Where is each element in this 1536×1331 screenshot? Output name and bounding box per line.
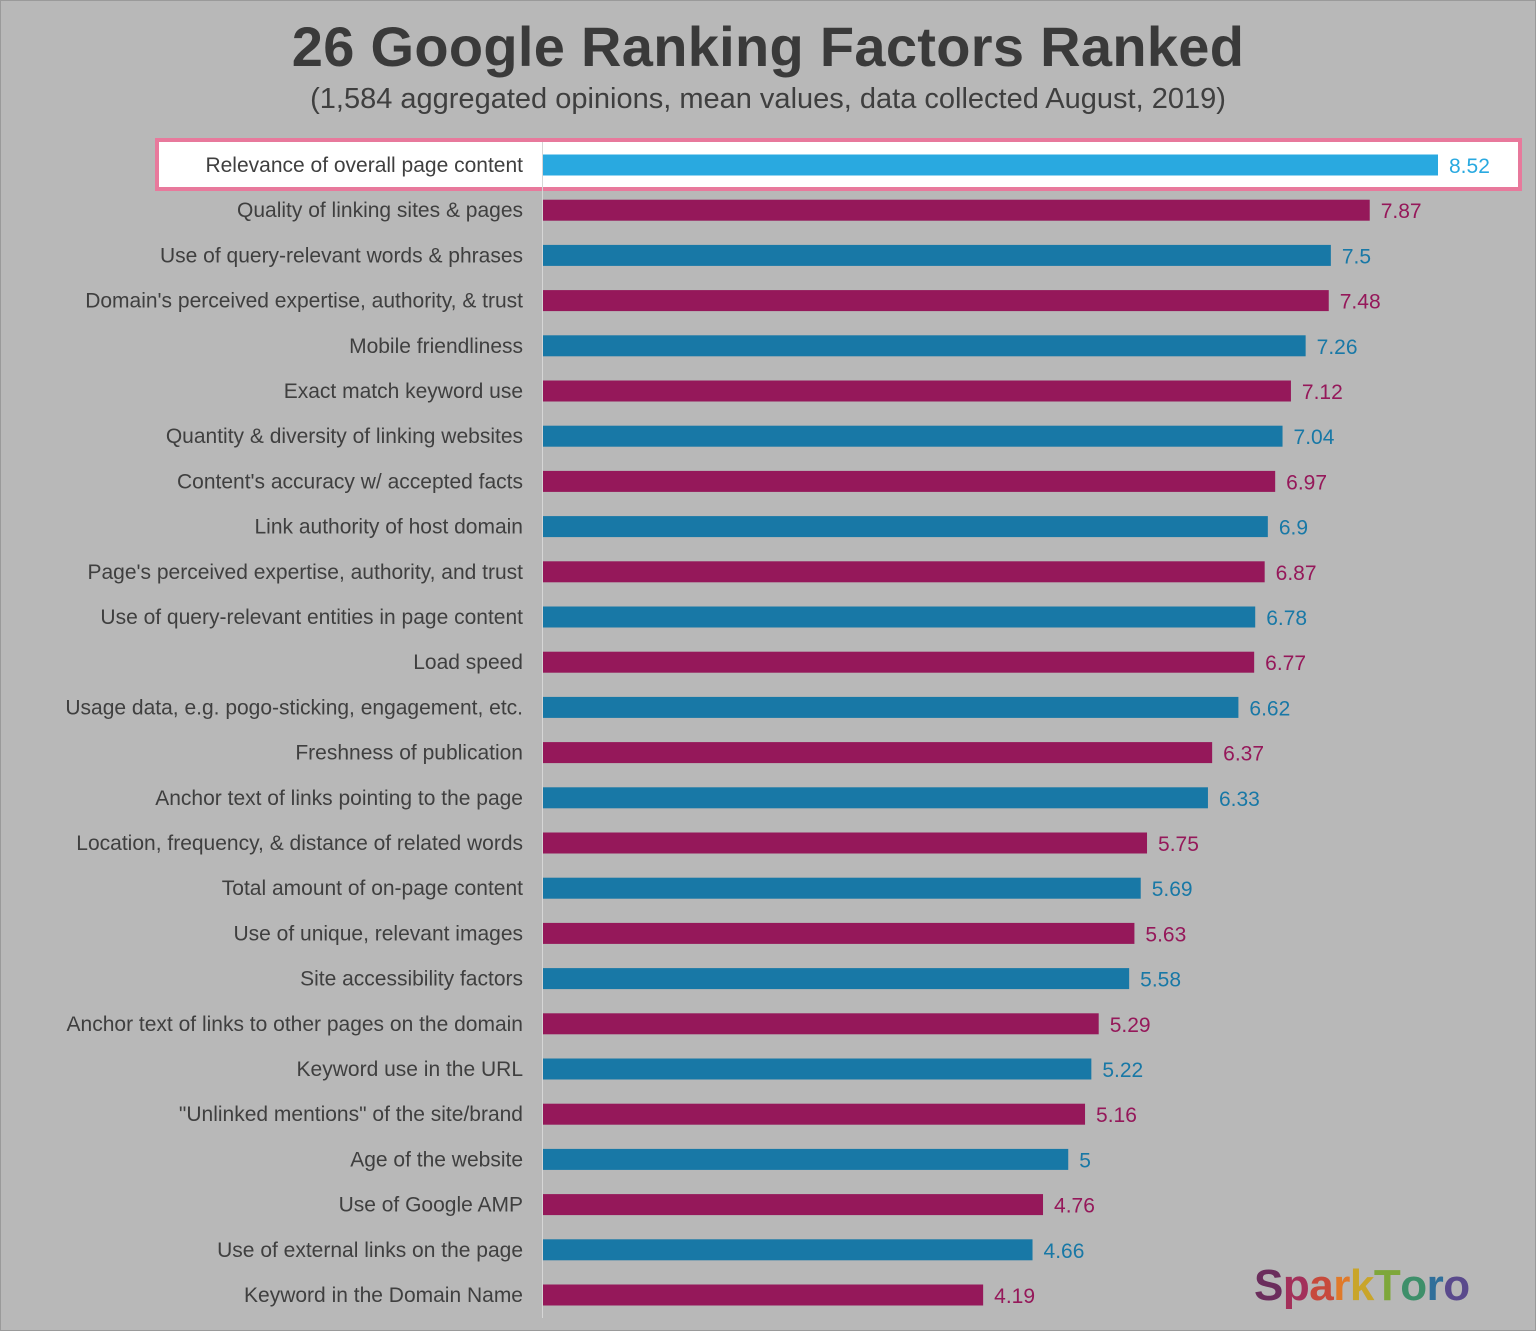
bar	[543, 154, 1438, 176]
logo-letter: p	[1282, 1261, 1310, 1310]
bar	[543, 561, 1265, 583]
bar	[543, 787, 1208, 809]
category-label: Content's accuracy w/ accepted facts	[177, 470, 523, 493]
value-label: 6.33	[1219, 788, 1260, 811]
value-label: 5.63	[1145, 923, 1186, 946]
category-label: Relevance of overall page content	[205, 154, 523, 177]
category-label: Anchor text of links pointing to the pag…	[155, 787, 523, 810]
category-label: Page's perceived expertise, authority, a…	[87, 561, 523, 584]
bar	[543, 516, 1268, 538]
value-label: 6.77	[1265, 652, 1306, 675]
category-label: Quality of linking sites & pages	[237, 199, 523, 222]
bar	[543, 922, 1135, 944]
chart-subtitle: (1,584 aggregated opinions, mean values,…	[310, 83, 1226, 115]
value-label: 6.62	[1249, 697, 1290, 720]
value-label: 8.52	[1449, 155, 1490, 178]
value-label: 6.87	[1276, 562, 1317, 585]
bar	[543, 832, 1148, 854]
value-label: 7.5	[1342, 245, 1371, 268]
value-label: 4.19	[994, 1285, 1035, 1308]
value-label: 5.29	[1110, 1014, 1151, 1037]
value-label: 6.9	[1279, 517, 1308, 540]
bar	[543, 425, 1283, 447]
category-label: Link authority of host domain	[255, 516, 524, 539]
value-label: 6.97	[1286, 471, 1327, 494]
category-label: Use of Google AMP	[339, 1194, 523, 1217]
bar	[543, 244, 1331, 266]
logo-letter: o	[1400, 1261, 1427, 1310]
value-label: 4.66	[1044, 1240, 1085, 1263]
value-label: 5.58	[1140, 969, 1181, 992]
value-label: 7.87	[1381, 200, 1422, 223]
bar	[543, 1194, 1044, 1216]
category-label: Keyword in the Domain Name	[244, 1284, 523, 1307]
category-label: Freshness of publication	[295, 742, 523, 765]
value-label: 5.69	[1152, 878, 1193, 901]
value-label: 5.16	[1096, 1104, 1137, 1127]
category-label: Age of the website	[350, 1148, 523, 1171]
category-label: Location, frequency, & distance of relat…	[76, 832, 523, 855]
bar	[543, 1284, 984, 1306]
value-label: 4.76	[1054, 1195, 1095, 1218]
category-label: Use of external links on the page	[217, 1239, 523, 1262]
value-label: 5	[1079, 1149, 1091, 1172]
category-label: Use of query-relevant entities in page c…	[100, 606, 523, 629]
bar	[543, 651, 1255, 673]
value-label: 7.26	[1317, 336, 1358, 359]
value-label: 7.48	[1340, 291, 1381, 314]
bar	[543, 1148, 1069, 1170]
category-label: Use of unique, relevant images	[234, 922, 524, 945]
bar	[543, 696, 1239, 718]
value-label: 6.78	[1266, 607, 1307, 630]
logo-letter: k	[1349, 1261, 1374, 1310]
category-label: Site accessibility factors	[300, 968, 523, 991]
logo-letter: T	[1373, 1261, 1401, 1310]
category-label: Keyword use in the URL	[297, 1058, 523, 1081]
logo-letter: r	[1333, 1261, 1350, 1310]
bar	[543, 1058, 1092, 1080]
category-label: Mobile friendliness	[349, 335, 523, 358]
bar	[543, 1239, 1033, 1261]
category-label: Total amount of on-page content	[222, 877, 523, 900]
value-label: 5.22	[1102, 1059, 1143, 1082]
bar	[543, 877, 1141, 899]
category-label: Exact match keyword use	[284, 380, 523, 403]
bar	[543, 290, 1329, 312]
category-label: "Unlinked mentions" of the site/brand	[179, 1103, 523, 1126]
value-label: 7.12	[1302, 381, 1343, 404]
bar	[543, 1103, 1086, 1125]
bar	[543, 335, 1306, 357]
category-label: Load speed	[413, 651, 523, 674]
bar	[543, 606, 1256, 628]
category-label: Quantity & diversity of linking websites	[166, 425, 523, 448]
bar	[543, 742, 1213, 764]
bar	[543, 968, 1130, 990]
logo-letter: a	[1309, 1261, 1334, 1310]
logo-letter: S	[1254, 1261, 1283, 1310]
value-label: 5.75	[1158, 833, 1199, 856]
bar	[543, 1013, 1099, 1035]
logo-letter: r	[1426, 1261, 1444, 1310]
bar	[543, 199, 1370, 221]
bar	[543, 380, 1291, 402]
category-label: Use of query-relevant words & phrases	[160, 244, 523, 267]
category-label: Anchor text of links to other pages on t…	[67, 1013, 523, 1036]
sparktoro-logo: SparkToro	[1254, 1258, 1470, 1314]
chart-title: 26 Google Ranking Factors Ranked	[291, 15, 1245, 78]
category-label: Usage data, e.g. pogo-sticking, engageme…	[65, 696, 523, 719]
category-label: Domain's perceived expertise, authority,…	[85, 290, 523, 313]
value-label: 7.04	[1294, 426, 1335, 449]
bar	[543, 470, 1276, 492]
value-label: 6.37	[1223, 743, 1264, 766]
logo-letter: o	[1443, 1261, 1470, 1310]
